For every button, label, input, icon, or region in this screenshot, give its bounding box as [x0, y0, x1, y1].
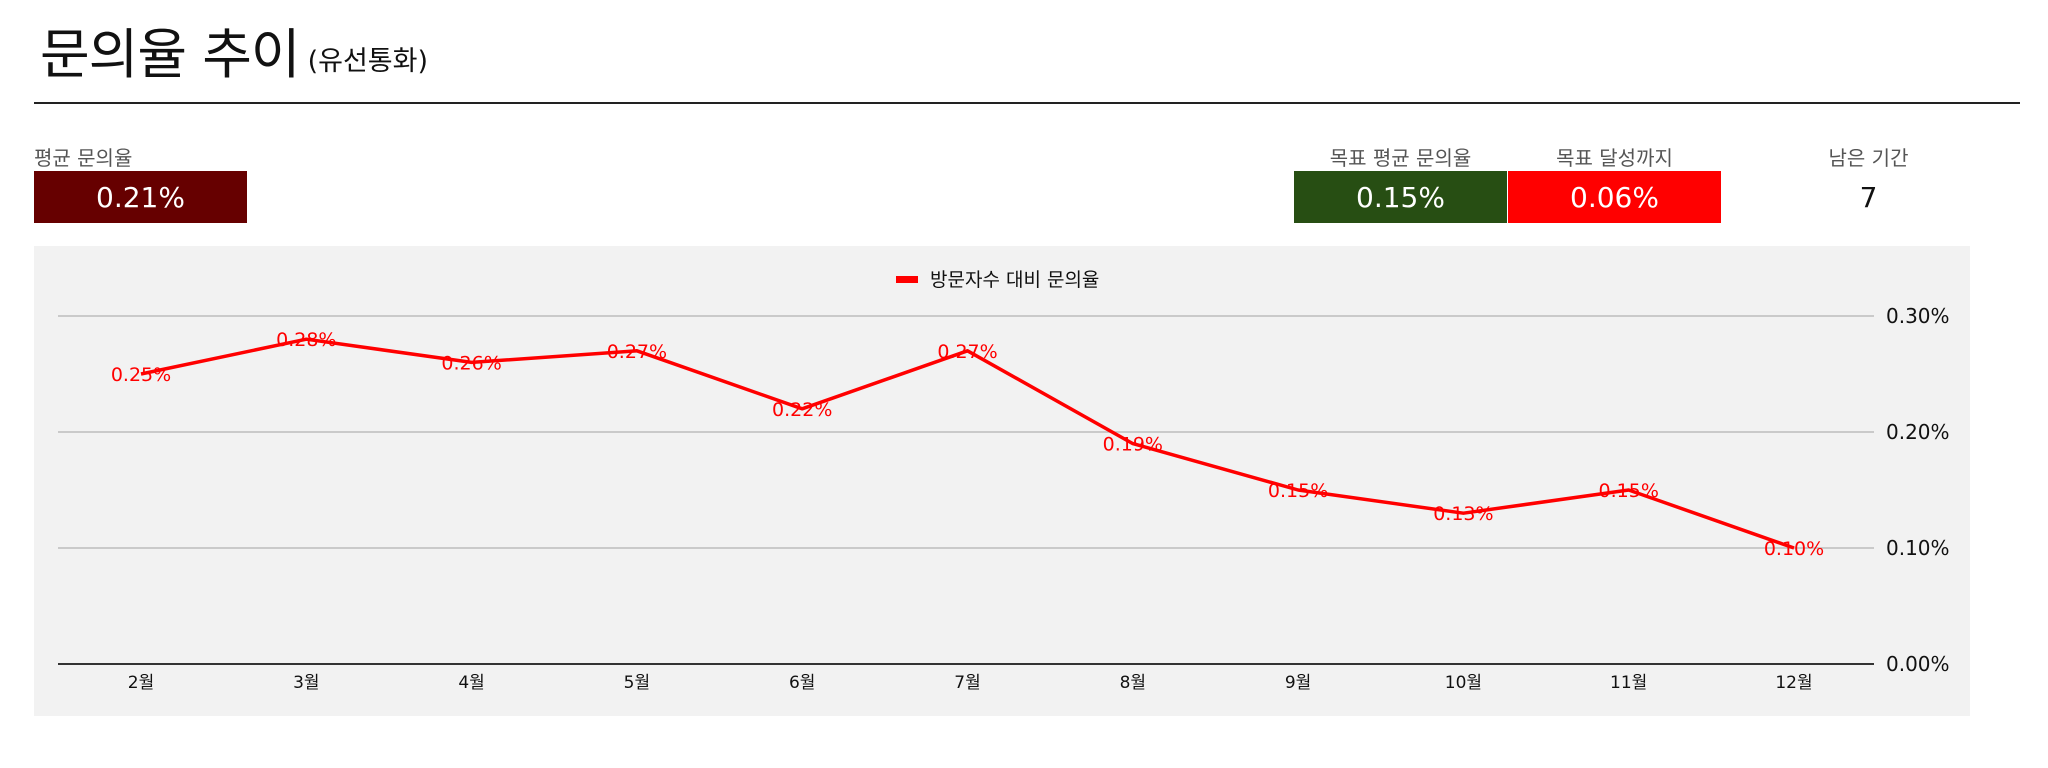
x-tick-label: 3월	[293, 673, 319, 693]
y-tick-label: 0.10%	[1886, 536, 1950, 560]
target-rate-label: 목표 평균 문의율	[1329, 146, 1472, 170]
avg-rate-label: 평균 문의율	[34, 146, 133, 170]
x-tick-label: 12월	[1775, 673, 1812, 693]
remaining-period-label: 남은 기간	[1828, 146, 1909, 170]
gap-label: 목표 달성까지	[1556, 146, 1673, 170]
x-tick-label: 10월	[1445, 673, 1482, 693]
x-tick-label: 6월	[789, 673, 815, 693]
avg-rate-box: 0.21%	[34, 171, 247, 223]
data-label: 0.22%	[772, 399, 832, 421]
x-tick-label: 4월	[458, 673, 484, 693]
avg-rate-value: 0.21%	[96, 180, 185, 214]
x-tick-label: 8월	[1120, 673, 1146, 693]
remaining-period-box: 7	[1762, 171, 1975, 223]
target-rate-value: 0.15%	[1356, 180, 1445, 214]
x-tick-label: 9월	[1285, 673, 1311, 693]
x-tick-label: 7월	[954, 673, 980, 693]
gap-value: 0.06%	[1570, 180, 1659, 214]
data-label: 0.19%	[1103, 434, 1163, 456]
data-label: 0.27%	[607, 341, 667, 363]
data-label: 0.13%	[1433, 503, 1493, 525]
title-row: 문의율 추이 (유선통화)	[40, 28, 428, 82]
y-tick-label: 0.30%	[1886, 304, 1950, 328]
data-label: 0.15%	[1268, 480, 1328, 502]
remaining-period-value: 7	[1859, 180, 1878, 214]
y-tick-label: 0.20%	[1886, 420, 1950, 444]
gap-box: 0.06%	[1508, 171, 1721, 223]
data-label: 0.15%	[1599, 480, 1659, 502]
page-title: 문의율 추이	[40, 23, 301, 86]
legend-label: 방문자수 대비 문의율	[930, 269, 1099, 291]
data-label: 0.28%	[276, 329, 336, 351]
data-label: 0.27%	[937, 341, 997, 363]
line-chart: 0.00% 0.10% 0.20% 0.30% 2월 3월 4월 5월 6월 7월 8월 9월 10월 1…	[58, 269, 1950, 693]
title-divider	[34, 102, 2020, 104]
data-label: 0.10%	[1764, 538, 1824, 560]
chart-panel: 0.00% 0.10% 0.20% 0.30% 2월 3월 4월 5월 6월 7월 8월 9월 10월 1…	[34, 246, 1970, 716]
x-tick-label: 11월	[1610, 673, 1647, 693]
x-tick-label: 5월	[624, 673, 650, 693]
data-label: 0.25%	[111, 364, 171, 386]
x-tick-label: 2월	[128, 673, 154, 693]
page-subtitle: (유선통화)	[307, 46, 429, 77]
data-label: 0.26%	[441, 352, 501, 374]
legend-swatch	[896, 276, 918, 283]
y-tick-label: 0.00%	[1886, 652, 1950, 676]
target-rate-box: 0.15%	[1294, 171, 1507, 223]
series-line	[140, 337, 1795, 550]
